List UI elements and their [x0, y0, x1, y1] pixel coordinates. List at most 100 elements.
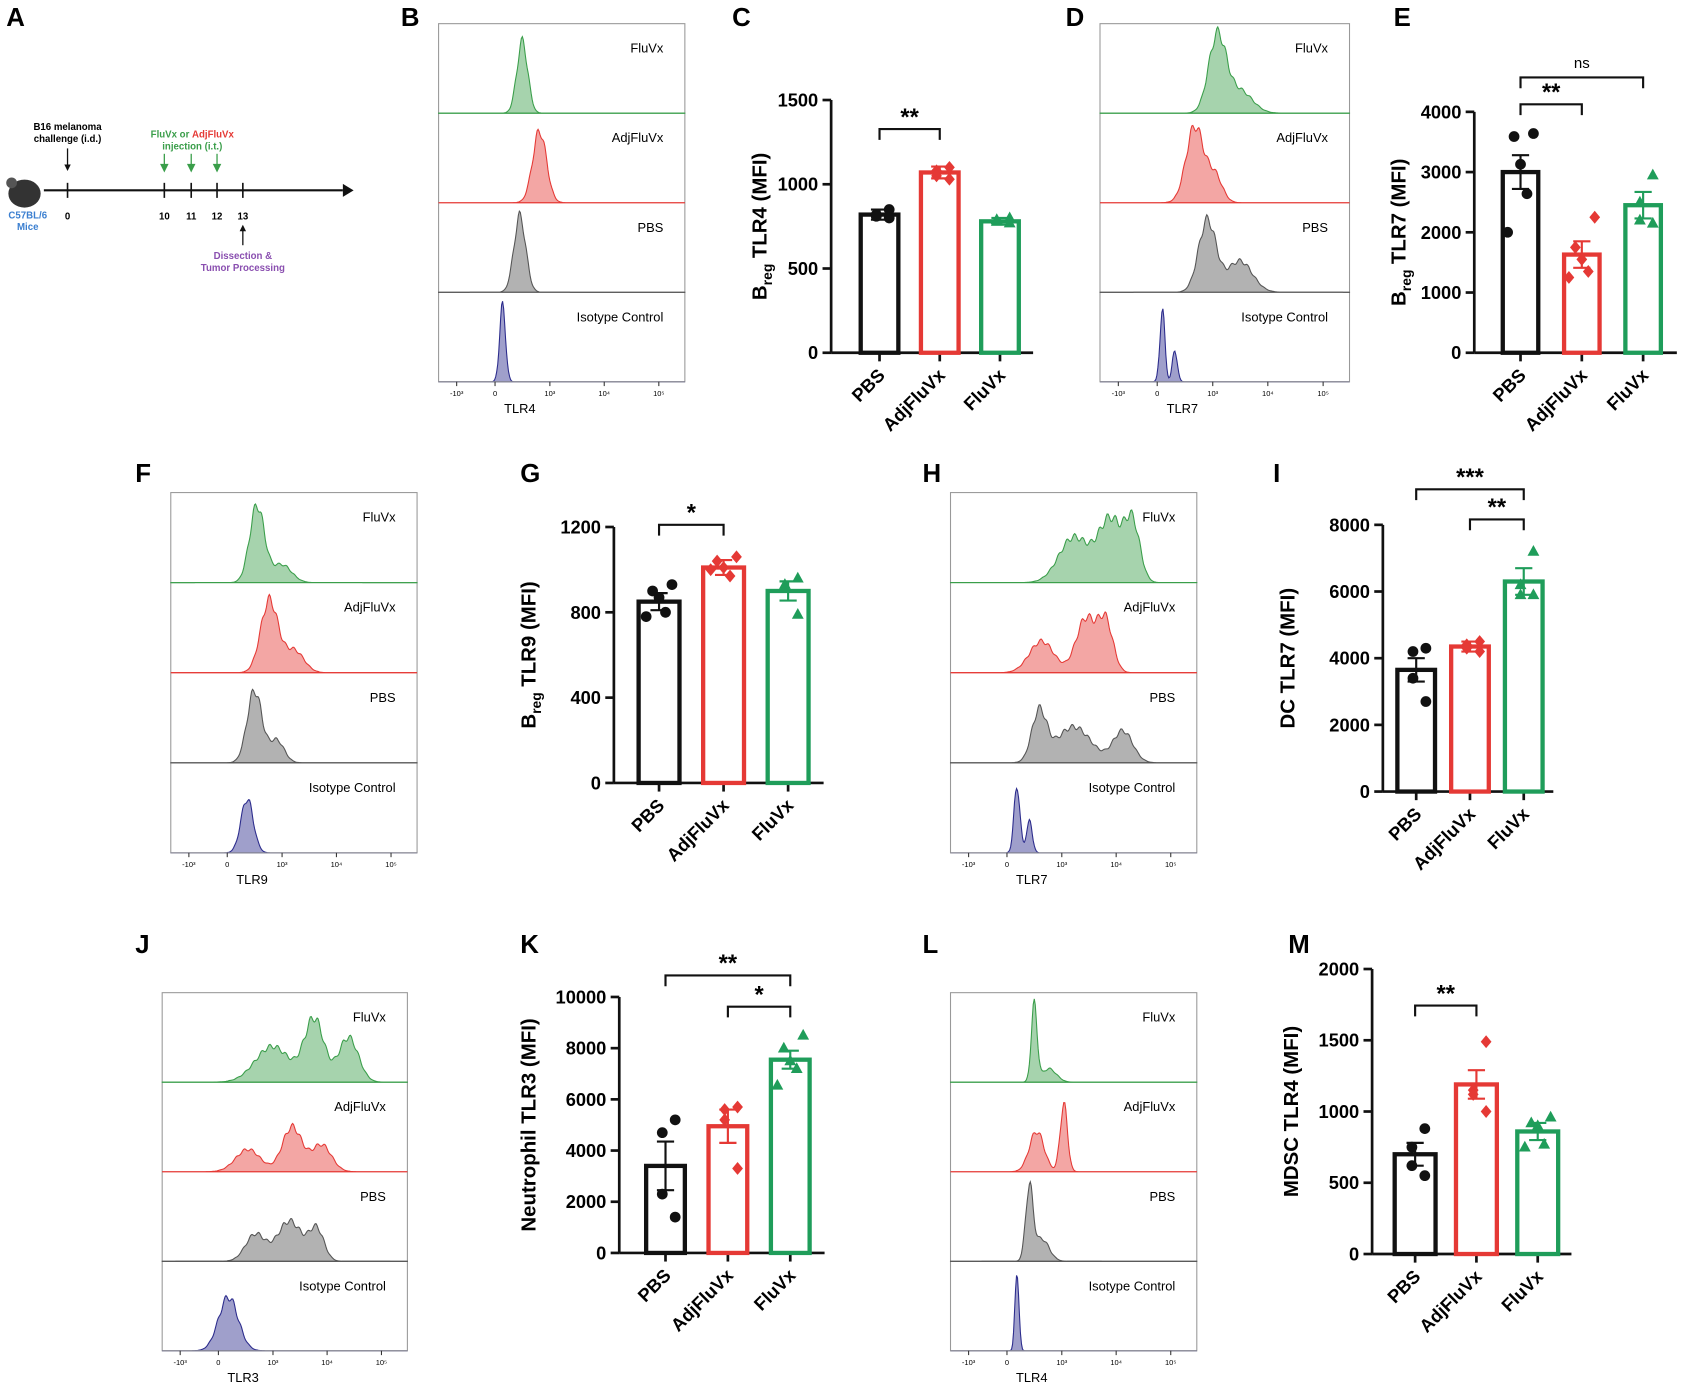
- mouse-label: C57BL/6: [8, 210, 47, 221]
- bar: [1502, 579, 1545, 794]
- x-tick-label: 10³: [277, 860, 288, 869]
- significance-label: **: [1542, 80, 1561, 106]
- sample-label: FluVx: [630, 41, 664, 56]
- injection-label: injection (i.t.): [162, 141, 222, 152]
- x-tick-label: AdjFluVx: [1415, 1265, 1486, 1336]
- data-point: [718, 561, 729, 574]
- data-point: [731, 550, 742, 564]
- data-point: [771, 1078, 784, 1090]
- day-label: 10: [159, 211, 170, 222]
- sample-label: AdjFluVx: [334, 1099, 386, 1114]
- x-axis-label: TLR4: [1016, 1370, 1048, 1382]
- panel-letter: D: [1066, 4, 1085, 32]
- day-label: 11: [186, 211, 197, 222]
- data-point: [719, 1103, 731, 1117]
- panel-letter: L: [923, 931, 939, 959]
- panel-letter: B: [401, 4, 420, 32]
- data-point: [1406, 1160, 1418, 1172]
- x-tick-label: PBS: [1383, 1266, 1424, 1307]
- data-point: [1419, 1123, 1431, 1134]
- data-point: [1420, 696, 1432, 707]
- y-tick-label: 0: [1360, 781, 1370, 802]
- x-axis-label: TLR7: [1016, 872, 1048, 887]
- significance-bracket: [1414, 1004, 1478, 1017]
- data-point: [660, 606, 671, 618]
- bar: [1448, 644, 1491, 794]
- bar: [1561, 252, 1602, 355]
- x-tick-label: 0: [493, 389, 497, 398]
- data-point: [1480, 1105, 1492, 1118]
- y-axis-label-part: B: [750, 285, 772, 300]
- histogram: [161, 1218, 408, 1262]
- y-tick-label: 400: [570, 687, 600, 708]
- timeline-arrow: [342, 183, 354, 197]
- bar: [1623, 203, 1664, 355]
- x-axis-label: TLR9: [236, 872, 268, 887]
- y-tick-label: 800: [570, 602, 600, 623]
- data-point: [1646, 216, 1659, 228]
- injection-arrows: [160, 153, 222, 173]
- sample-label: PBS: [1149, 690, 1175, 705]
- y-axis-label-part: TLR4 (MFI): [750, 153, 772, 259]
- y-axis-label: Neutrophil TLR3 (MFI): [518, 1018, 540, 1231]
- sample-label: Isotype Control: [577, 309, 664, 324]
- y-axis-label-part: B: [1388, 291, 1410, 306]
- x-axis-label: TLR7: [1167, 401, 1199, 416]
- y-tick-label: 3000: [1421, 162, 1462, 183]
- sample-label: PBS: [1302, 220, 1328, 235]
- data-point: [1633, 213, 1646, 225]
- bar: [979, 219, 1021, 355]
- y-tick-label: 1200: [560, 516, 601, 537]
- y-axis-label-part: MDSC TLR4 (MFI): [1281, 1026, 1303, 1197]
- y-axis-label-part: DC TLR7 (MFI): [1278, 588, 1300, 729]
- sample-label: Isotype Control: [299, 1278, 386, 1293]
- challenge-label: challenge (i.d.): [34, 134, 102, 145]
- x-tick-label: 0: [1005, 860, 1009, 869]
- y-axis-label-part: TLR7 (MFI): [1388, 159, 1410, 264]
- panel-letter: F: [135, 460, 151, 488]
- x-tick-label: -10³: [182, 860, 196, 869]
- y-tick-label: 500: [788, 258, 818, 279]
- data-point: [1467, 1087, 1479, 1101]
- x-tick-label: 0: [1005, 1358, 1009, 1367]
- data-point: [1527, 545, 1540, 556]
- panel-letter: J: [135, 931, 149, 959]
- data-point: [669, 1114, 681, 1126]
- x-tick-label: -10³: [174, 1358, 188, 1367]
- sample-label: FluVx: [1142, 1010, 1176, 1025]
- histogram: [949, 704, 1198, 764]
- day-label: 12: [212, 211, 223, 222]
- histogram: [162, 1294, 408, 1352]
- day-label: 13: [237, 211, 248, 222]
- y-axis-label: Breg TLR7 (MFI): [1388, 159, 1413, 306]
- data-point: [1407, 672, 1419, 684]
- y-tick-label: 0: [596, 1242, 606, 1263]
- x-tick-label: PBS: [633, 1265, 674, 1306]
- data-point: [732, 1162, 743, 1175]
- data-point: [732, 1100, 743, 1114]
- sample-label: AdjFluVx: [612, 130, 664, 145]
- histogram: [170, 798, 418, 854]
- x-tick-label: 10³: [268, 1358, 279, 1367]
- data-point: [1474, 645, 1486, 658]
- sample-label: Isotype Control: [1089, 780, 1176, 795]
- arrow-head: [64, 164, 71, 172]
- histogram: [161, 1015, 408, 1083]
- y-tick-label: 1500: [1319, 1030, 1360, 1051]
- y-tick-label: 500: [1329, 1172, 1359, 1193]
- sample-label: PBS: [360, 1189, 386, 1204]
- x-tick-label: PBS: [1488, 364, 1529, 405]
- y-tick-label: 4000: [1421, 101, 1462, 122]
- sample-label: Isotype Control: [309, 780, 396, 795]
- y-tick-label: 4000: [566, 1140, 607, 1161]
- x-tick-label: 10⁵: [385, 860, 396, 869]
- data-point: [656, 1188, 668, 1200]
- y-tick-label: 2000: [1329, 714, 1370, 735]
- bar: [765, 588, 811, 786]
- bar: [858, 212, 901, 355]
- x-tick-label: PBS: [627, 795, 668, 836]
- data-point: [791, 607, 804, 619]
- x-tick-label: AdjFluVx: [878, 364, 949, 435]
- data-point: [1518, 1140, 1531, 1152]
